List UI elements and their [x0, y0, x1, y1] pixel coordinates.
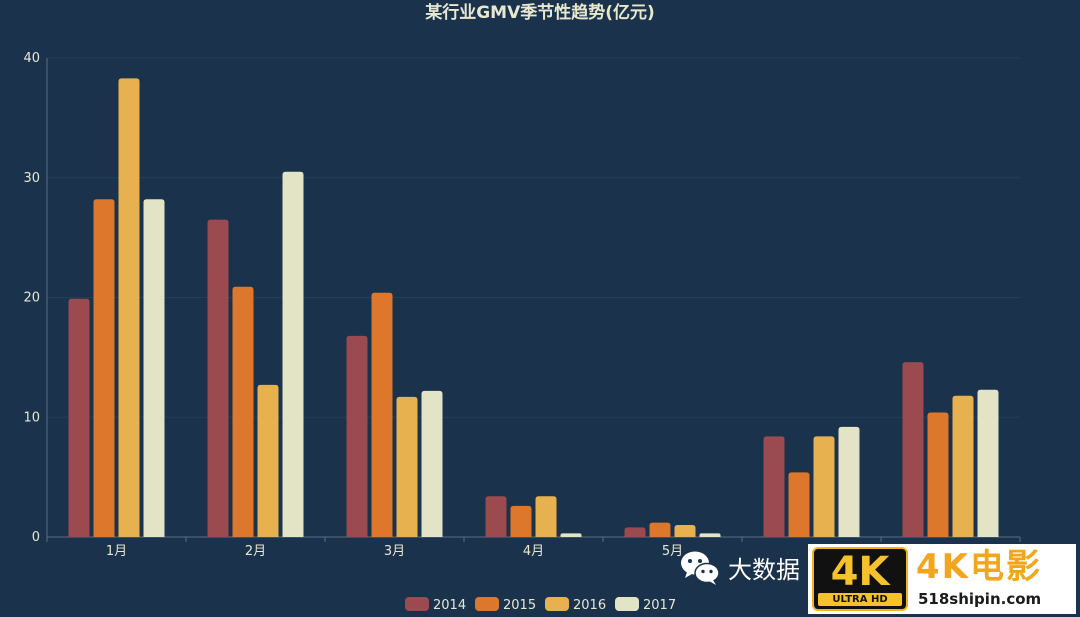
grid-lines [47, 57, 1020, 418]
watermark: 大数据 [678, 545, 800, 589]
bar-2015-7[interactable] [927, 412, 949, 537]
bar-2016-7[interactable] [952, 395, 974, 537]
chart-title: 某行业GMV季节性趋势(亿元) [425, 2, 655, 23]
watermark-text: 大数据 [728, 555, 800, 584]
x-tick-label: 3月 [384, 544, 405, 559]
logo-brand: 4K电影 [916, 547, 1043, 587]
bar-2017-1[interactable] [143, 199, 165, 537]
bar-2016-1[interactable] [118, 78, 140, 538]
bar-2016-2[interactable] [257, 384, 279, 537]
y-tick-label: 10 [23, 410, 40, 425]
bar-2016-6[interactable] [813, 436, 835, 537]
legend-label-2016[interactable]: 2016 [573, 598, 606, 613]
bar-2017-5[interactable] [699, 533, 721, 537]
bar-2015-1[interactable] [93, 199, 115, 537]
bar-2015-4[interactable] [510, 505, 532, 537]
x-tick-label: 1月 [106, 544, 127, 559]
logo-url: 518shipin.com [918, 590, 1042, 608]
x-tick-label: 4月 [523, 544, 544, 559]
bar-2016-5[interactable] [674, 525, 696, 537]
bar-2014-2[interactable] [207, 219, 229, 537]
bar-2015-5[interactable] [649, 522, 671, 537]
bar-2017-2[interactable] [282, 171, 304, 537]
bars [68, 78, 999, 538]
bar-2016-4[interactable] [535, 496, 557, 537]
legend-swatch-2016[interactable] [545, 597, 569, 611]
bar-2014-7[interactable] [902, 362, 924, 537]
bar-2017-7[interactable] [977, 389, 999, 537]
y-tick-label: 20 [23, 291, 40, 306]
bar-2014-6[interactable] [763, 436, 785, 537]
bar-2015-2[interactable] [232, 286, 254, 537]
wechat-icon [681, 551, 720, 585]
legend-swatch-2014[interactable] [405, 597, 429, 611]
legend-label-2014[interactable]: 2014 [433, 598, 466, 613]
y-tick-label: 40 [23, 51, 40, 66]
logo-badge-sub: ULTRA HD [818, 593, 902, 606]
logo-4k-movie: 4K ULTRA HD 4K电影 518shipin.com [808, 544, 1076, 614]
bar-2016-3[interactable] [396, 396, 418, 537]
legend-label-2015[interactable]: 2015 [503, 598, 536, 613]
bar-2014-4[interactable] [485, 496, 507, 537]
bar-2017-3[interactable] [421, 390, 443, 537]
bar-2017-4[interactable] [560, 533, 582, 537]
logo-badge: 4K ULTRA HD [812, 547, 908, 611]
bar-2015-3[interactable] [371, 292, 393, 537]
y-tick-label: 0 [32, 530, 40, 545]
x-tick-label: 5月 [662, 544, 683, 559]
bar-2014-3[interactable] [346, 335, 368, 537]
logo-badge-main: 4K [830, 549, 890, 595]
legend-swatch-2017[interactable] [615, 597, 639, 611]
bar-2017-6[interactable] [838, 426, 860, 537]
legend-swatch-2015[interactable] [475, 597, 499, 611]
bar-2014-5[interactable] [624, 527, 646, 537]
x-tick-label: 2月 [245, 544, 266, 559]
y-axis: 0 10 20 30 40 [23, 51, 48, 545]
bar-2014-1[interactable] [68, 298, 90, 537]
legend-label-2017[interactable]: 2017 [643, 598, 676, 613]
bar-2015-6[interactable] [788, 472, 810, 537]
legend: 2014 2015 2016 2017 [405, 597, 676, 613]
y-tick-label: 30 [23, 171, 40, 186]
